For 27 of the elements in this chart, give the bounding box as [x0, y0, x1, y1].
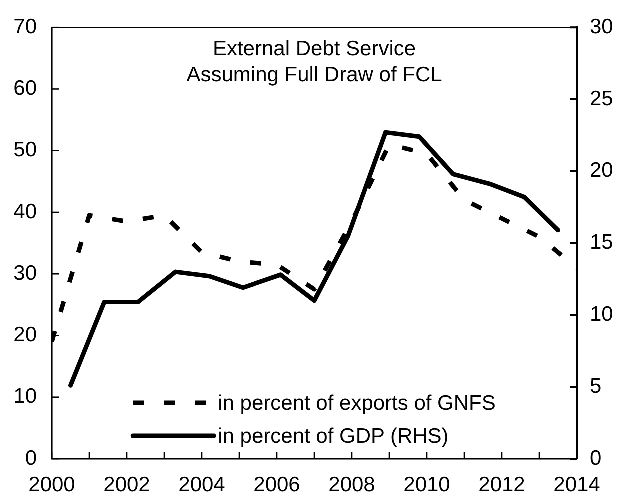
y2-tick-label: 25 [590, 87, 614, 110]
y2-tick-label: 0 [590, 446, 602, 470]
y-tick-label: 70 [14, 15, 37, 38]
y-tick-label: 20 [14, 324, 37, 347]
x-tick-label: 2002 [104, 473, 150, 496]
y-tick-label: 60 [14, 77, 37, 100]
y2-tick-label: 20 [590, 159, 614, 182]
legend-label: in percent of GDP (RHS) [218, 424, 449, 448]
y2-tick-label: 10 [590, 302, 614, 326]
x-tick-label: 2004 [178, 473, 226, 496]
y-tick-label: 40 [14, 200, 37, 224]
x-tick-label: 2010 [404, 473, 450, 496]
text: External Debt Service [212, 37, 416, 60]
y-tick-label: 50 [14, 138, 37, 162]
x-tick-label: 2014 [554, 473, 601, 496]
y2-tick-label: 5 [590, 374, 602, 398]
legend-label: in percent of exports of GNFS [218, 392, 496, 415]
y-tick-label: 0 [25, 446, 37, 470]
y2-tick-label: 15 [590, 231, 614, 254]
x-tick-label: 2012 [478, 473, 526, 496]
text: Assuming Full Draw of FCL [186, 63, 442, 86]
x-tick-label: 2006 [254, 473, 300, 496]
y2-tick-label: 30 [590, 15, 614, 38]
x-tick-label: 2000 [28, 473, 76, 496]
y-tick-label: 10 [14, 385, 37, 408]
x-tick-label: 2008 [328, 473, 376, 496]
y-tick-label: 30 [14, 262, 37, 285]
